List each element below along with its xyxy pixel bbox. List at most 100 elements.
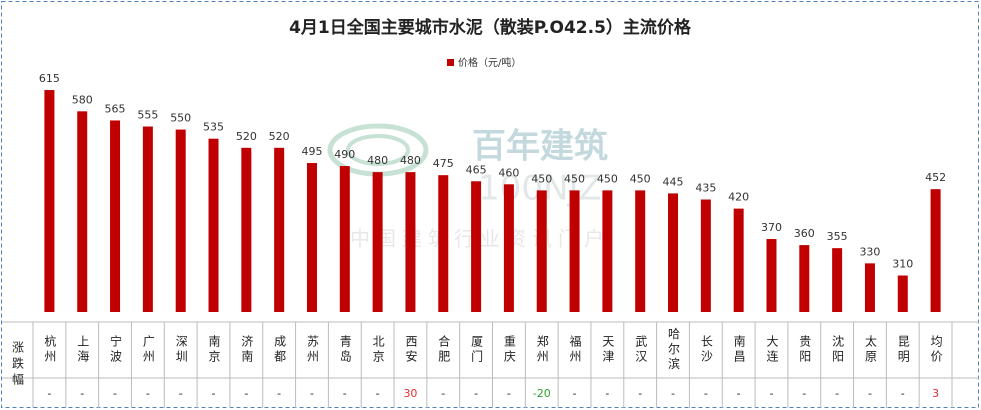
category-label: 南昌 — [732, 334, 746, 365]
category-label: 西安 — [404, 335, 418, 365]
change-label: - — [638, 387, 642, 400]
change-label: - — [704, 387, 708, 400]
change-label: - — [868, 387, 872, 400]
value-label: 555 — [137, 109, 158, 122]
change-label: - — [441, 387, 445, 400]
category-label: 成都 — [273, 335, 287, 365]
bar — [668, 193, 679, 312]
category-label: 青岛 — [338, 335, 352, 365]
value-label: 520 — [269, 130, 290, 143]
change-label: - — [737, 387, 741, 400]
category-label: 贵阳 — [798, 335, 812, 365]
change-label: - — [277, 387, 281, 400]
value-label: 495 — [301, 145, 322, 158]
value-label: 310 — [892, 258, 913, 271]
change-label: - — [835, 387, 839, 400]
change-label: -20 — [533, 387, 551, 400]
category-label: 苏州 — [305, 335, 319, 365]
row-header: 涨跌幅 — [11, 340, 25, 389]
bar — [897, 275, 908, 312]
category-label: 上海 — [76, 335, 90, 365]
change-label: - — [343, 387, 347, 400]
value-label: 550 — [170, 112, 191, 125]
change-label: - — [47, 387, 51, 400]
bar — [700, 199, 711, 312]
value-label: 480 — [367, 154, 388, 167]
bar — [208, 138, 219, 312]
category-label: 合肥 — [437, 334, 451, 365]
value-label: 450 — [531, 172, 552, 185]
change-label: - — [80, 387, 84, 400]
bar — [274, 147, 285, 312]
bar — [372, 172, 383, 312]
category-label: 昆明 — [896, 335, 910, 365]
bar — [339, 166, 350, 312]
category-label: 太原 — [863, 334, 877, 365]
change-label: - — [605, 387, 609, 400]
change-label: - — [113, 387, 117, 400]
value-label: 490 — [334, 148, 355, 161]
change-label: - — [146, 387, 150, 400]
bar — [44, 90, 55, 312]
value-label: 420 — [728, 191, 749, 204]
change-label: - — [310, 387, 314, 400]
change-label: - — [507, 387, 511, 400]
change-label: - — [802, 387, 806, 400]
change-label: - — [179, 387, 183, 400]
bar — [405, 172, 416, 312]
value-label: 475 — [433, 157, 454, 170]
category-label: 重庆 — [502, 335, 516, 365]
value-label: 520 — [236, 130, 257, 143]
bar — [569, 190, 580, 312]
legend-label: 价格（元/吨） — [458, 56, 521, 69]
bar — [110, 120, 121, 312]
watermark: 百年建筑 100NJZ 中国建筑行业资讯门户 — [327, 123, 608, 251]
value-label: 370 — [761, 221, 782, 234]
bar — [733, 208, 744, 312]
change-label: 30 — [403, 387, 417, 400]
category-label: 济南 — [240, 334, 254, 365]
change-label: - — [671, 387, 675, 400]
category-label: 南京 — [207, 334, 221, 365]
bar — [175, 129, 186, 312]
table-grid — [2, 321, 979, 408]
bar — [536, 190, 547, 312]
value-label: 330 — [859, 245, 880, 258]
value-label: 450 — [564, 172, 585, 185]
watermark-brand: 百年建筑 — [472, 127, 608, 167]
bar — [241, 147, 252, 312]
category-label: 长沙 — [699, 335, 713, 365]
value-label: 580 — [72, 93, 93, 106]
value-label: 445 — [663, 175, 684, 188]
change-label: - — [901, 387, 905, 400]
bar — [306, 163, 317, 312]
category-label: 福州 — [568, 334, 582, 365]
change-label: - — [474, 387, 478, 400]
bar — [766, 239, 777, 312]
bar — [832, 248, 843, 312]
value-label: 450 — [630, 172, 651, 185]
bar — [602, 190, 613, 312]
category-label: 北京 — [371, 335, 385, 365]
category-label: 宁波 — [109, 334, 123, 365]
change-label: - — [573, 387, 577, 400]
category-label: 大连 — [765, 335, 779, 365]
value-label: 450 — [597, 172, 618, 185]
change-label: - — [244, 387, 248, 400]
bar — [471, 181, 482, 312]
value-label: 615 — [39, 72, 60, 85]
value-label: 535 — [203, 121, 224, 134]
category-label: 郑州 — [535, 334, 549, 365]
bar — [930, 189, 941, 312]
bar — [438, 175, 449, 312]
category-label: 深圳 — [174, 335, 188, 365]
value-label: 452 — [925, 171, 946, 184]
bar — [503, 184, 514, 312]
change-label: 3 — [932, 387, 939, 400]
bar — [77, 111, 88, 312]
bar — [635, 190, 646, 312]
value-label: 460 — [498, 166, 519, 179]
